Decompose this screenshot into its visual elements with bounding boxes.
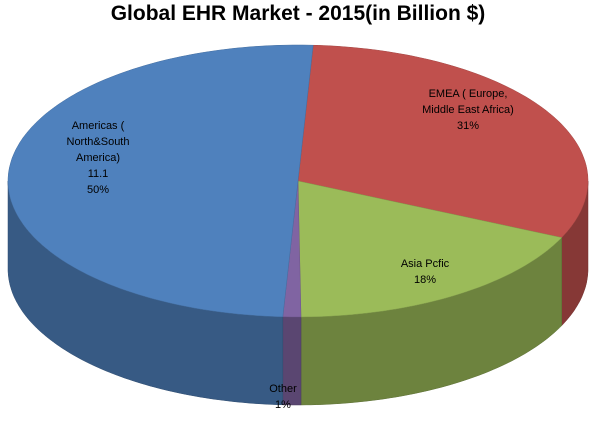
slice [297, 180, 563, 318]
slice [297, 44, 589, 238]
data-label: EMEA ( Europe, Middle East Africa) 31% [412, 86, 524, 134]
category-label: Americas ( North&South America) [66, 120, 130, 164]
value-label: 1% [275, 399, 291, 411]
amount-label: 11.1 [87, 168, 109, 180]
data-label: Other 1% [258, 381, 308, 413]
value-label: 50% [86, 184, 110, 196]
data-label: Asia Pcfic 18% [390, 256, 460, 288]
category-label: Asia Pcfic [400, 258, 450, 270]
slice [7, 44, 314, 318]
value-label: 18% [413, 274, 437, 286]
chart-title: Global EHR Market - 2015(in Billion $) [110, 2, 486, 25]
category-label: EMEA ( Europe, Middle East Africa) [422, 88, 514, 116]
data-label: Americas ( North&South America) 11.1 50% [58, 118, 138, 198]
value-label: 31% [456, 120, 480, 132]
category-label: Other [269, 383, 297, 395]
